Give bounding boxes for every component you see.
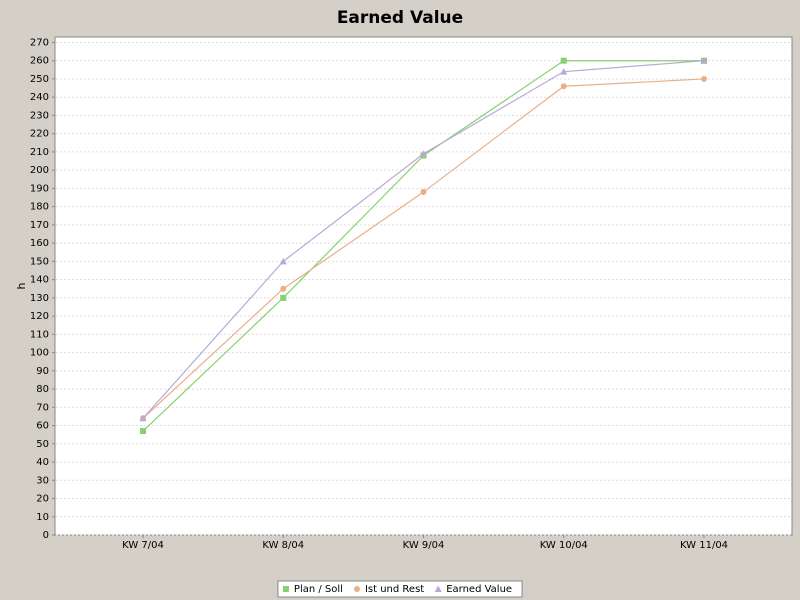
legend-label: Ist und Rest — [365, 584, 424, 595]
point — [280, 294, 287, 301]
point — [420, 150, 427, 157]
y-tick-label: 10 — [36, 512, 49, 523]
y-tick-label: 60 — [36, 421, 49, 432]
x-tick-label: KW 9/04 — [403, 540, 445, 551]
y-tick-label: 140 — [30, 275, 49, 286]
x-tick-label: KW 7/04 — [122, 540, 164, 551]
legend: Plan / Soll Ist und Rest Earned Value — [277, 580, 523, 598]
y-tick-label: 160 — [30, 238, 49, 249]
y-tick-label: 120 — [30, 311, 49, 322]
y-tick-label: 80 — [36, 384, 49, 395]
point — [560, 57, 567, 64]
y-tick-label: 50 — [36, 439, 49, 450]
x-tick-label: KW 10/04 — [540, 540, 588, 551]
y-tick-label: 110 — [30, 329, 49, 340]
point — [434, 585, 442, 592]
y-tick-label: 240 — [30, 92, 49, 103]
point — [420, 189, 427, 196]
y-tick-label: 210 — [30, 147, 49, 158]
y-tick-label: 20 — [36, 494, 49, 505]
y-tick-label: 270 — [30, 37, 49, 48]
point — [353, 586, 360, 592]
y-tick-label: 0 — [43, 530, 49, 541]
y-tick-label: 170 — [30, 220, 49, 231]
legend-label: Plan / Soll — [294, 584, 343, 595]
y-tick-label: 250 — [30, 74, 49, 85]
point — [139, 414, 147, 422]
y-tick-label: 30 — [36, 475, 49, 486]
point — [280, 285, 287, 292]
plot-area — [54, 36, 793, 536]
y-tick-label: 130 — [30, 293, 49, 304]
y-tick-label: 230 — [30, 110, 49, 121]
y-tick-label: 90 — [36, 366, 49, 377]
legend-label: Earned Value — [446, 584, 512, 595]
y-tick-label: 220 — [30, 129, 49, 140]
point — [282, 586, 289, 592]
y-tick-label: 200 — [30, 165, 49, 176]
point — [560, 83, 567, 90]
point — [700, 57, 708, 64]
y-tick-label: 260 — [30, 56, 49, 67]
x-tick-label: KW 8/04 — [262, 540, 304, 551]
point — [701, 75, 707, 82]
x-tick-label: KW 11/04 — [680, 540, 728, 551]
legend-box — [277, 580, 523, 598]
y-tick-label: 190 — [30, 183, 49, 194]
point — [140, 428, 146, 435]
y-tick-label: 70 — [36, 402, 49, 413]
y-tick-label: 100 — [30, 348, 49, 359]
point — [560, 68, 568, 75]
y-tick-label: 40 — [36, 457, 49, 468]
y-axis-label: h — [15, 282, 28, 289]
y-tick-label: 180 — [30, 202, 49, 213]
point — [279, 257, 287, 265]
y-tick-label: 150 — [30, 256, 49, 267]
chart-title: Earned Value — [337, 8, 463, 28]
